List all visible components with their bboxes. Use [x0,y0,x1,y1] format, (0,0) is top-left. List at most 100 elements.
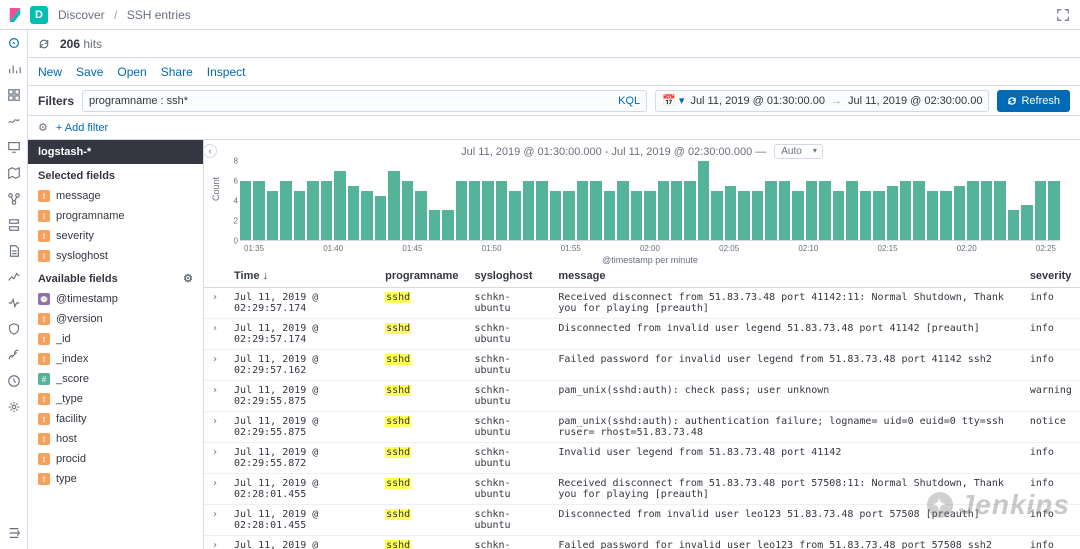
nav-dashboard-icon[interactable] [7,88,21,102]
histogram-bar[interactable] [738,191,749,240]
field-item-@timestamp[interactable]: ⌚@timestamp [28,289,203,309]
menu-new[interactable]: New [38,65,62,79]
histogram-bar[interactable] [253,181,264,240]
nav-infra-icon[interactable] [7,218,21,232]
histogram-bar[interactable] [550,191,561,240]
field-item-programname[interactable]: tprogramname [28,206,203,226]
menu-save[interactable]: Save [76,65,103,79]
nav-discover-icon[interactable] [7,36,21,50]
table-row[interactable]: › Jul 11, 2019 @ 02:29:55.875 sshd schkn… [204,412,1080,443]
field-item-facility[interactable]: tfacility [28,409,203,429]
expand-icon[interactable]: › [204,288,226,319]
nav-canvas-icon[interactable] [7,140,21,154]
th-message[interactable]: message [550,265,1021,288]
histogram-bar[interactable] [240,181,251,240]
field-item-type[interactable]: ttype [28,469,203,489]
menu-share[interactable]: Share [161,65,193,79]
th-programname[interactable]: programname [377,265,466,288]
table-row[interactable]: › Jul 11, 2019 @ 02:28:01.455 sshd schkn… [204,474,1080,505]
menu-inspect[interactable]: Inspect [207,65,246,79]
nav-apm-icon[interactable] [7,270,21,284]
expand-icon[interactable]: › [204,350,226,381]
histogram-bar[interactable] [725,186,736,240]
histogram-bar[interactable] [658,181,669,240]
interval-select[interactable]: Auto [774,144,823,159]
expand-icon[interactable]: › [204,536,226,549]
histogram-bar[interactable] [536,181,547,240]
histogram-bar[interactable] [361,191,372,240]
histogram-bar[interactable] [887,186,898,240]
histogram-bar[interactable] [698,161,709,240]
expand-icon[interactable]: › [204,443,226,474]
nav-management-icon[interactable] [7,400,21,414]
histogram-bar[interactable] [496,181,507,240]
histogram-bar[interactable] [267,191,278,240]
histogram-bar[interactable] [806,181,817,240]
histogram-bar[interactable] [429,210,440,240]
nav-visualize-icon[interactable] [7,62,21,76]
nav-uptime-icon[interactable] [7,296,21,310]
histogram-bar[interactable] [940,191,951,240]
table-row[interactable]: › Jul 11, 2019 @ 02:28:01.437 sshd schkn… [204,536,1080,549]
fullscreen-icon[interactable] [1054,6,1072,24]
query-input[interactable]: programname : ssh* KQL [82,90,647,112]
table-row[interactable]: › Jul 11, 2019 @ 02:29:57.174 sshd schkn… [204,319,1080,350]
histogram-bar[interactable] [321,181,332,240]
histogram-bar[interactable] [523,181,534,240]
table-row[interactable]: › Jul 11, 2019 @ 02:29:57.174 sshd schkn… [204,288,1080,319]
histogram-bar[interactable] [415,191,426,240]
histogram-bar[interactable] [402,181,413,240]
histogram-bar[interactable] [469,181,480,240]
histogram-bar[interactable] [913,181,924,240]
field-item-host[interactable]: thost [28,429,203,449]
nav-timelion-icon[interactable] [7,114,21,128]
histogram-bar[interactable] [388,171,399,240]
th-time[interactable]: Time ↓ [226,265,377,288]
histogram-bar[interactable] [765,181,776,240]
index-pattern-select[interactable]: logstash-* [28,140,203,164]
space-badge[interactable]: D [30,6,48,24]
histogram-bar[interactable] [779,181,790,240]
histogram-bar[interactable] [927,191,938,240]
histogram-bar[interactable] [307,181,318,240]
table-row[interactable]: › Jul 11, 2019 @ 02:29:55.872 sshd schkn… [204,443,1080,474]
gear-icon[interactable]: ⚙ [38,121,48,134]
histogram-bar[interactable] [334,171,345,240]
histogram-bar[interactable] [280,181,291,240]
field-item-_score[interactable]: #_score [28,369,203,389]
histogram-bar[interactable] [752,191,763,240]
table-row[interactable]: › Jul 11, 2019 @ 02:29:57.162 sshd schkn… [204,350,1080,381]
add-filter-link[interactable]: + Add filter [56,122,108,134]
expand-icon[interactable]: › [204,412,226,443]
histogram-bar[interactable] [684,181,695,240]
histogram-bar[interactable] [819,181,830,240]
table-row[interactable]: › Jul 11, 2019 @ 02:29:55.875 sshd schkn… [204,381,1080,412]
refresh-button[interactable]: Refresh [997,90,1070,112]
breadcrumb-app[interactable]: Discover [58,8,105,22]
histogram-bar[interactable] [981,181,992,240]
time-picker[interactable]: 📅 ▾ Jul 11, 2019 @ 01:30:00.00 → Jul 11,… [655,90,989,112]
histogram-bar[interactable] [1048,181,1059,240]
expand-icon[interactable]: › [204,319,226,350]
expand-icon[interactable]: › [204,474,226,505]
histogram-bar[interactable] [1021,205,1032,240]
histogram-bar[interactable] [563,191,574,240]
table-row[interactable]: › Jul 11, 2019 @ 02:28:01.455 sshd schkn… [204,505,1080,536]
fields-gear-icon[interactable]: ⚙ [183,272,193,285]
histogram-bar[interactable] [1035,181,1046,240]
histogram-bar[interactable] [294,191,305,240]
histogram-bar[interactable] [671,181,682,240]
nav-logs-icon[interactable] [7,244,21,258]
nav-devtools-icon[interactable] [7,348,21,362]
histogram-bar[interactable] [900,181,911,240]
field-item-message[interactable]: tmessage [28,186,203,206]
histogram-bar[interactable] [1008,210,1019,240]
nav-ml-icon[interactable] [7,192,21,206]
field-item-_index[interactable]: t_index [28,349,203,369]
histogram-bar[interactable] [631,191,642,240]
refresh-icon[interactable] [38,38,50,50]
histogram-bar[interactable] [456,181,467,240]
histogram-bar[interactable] [792,191,803,240]
field-item-_id[interactable]: t_id [28,329,203,349]
histogram-bar[interactable] [577,181,588,240]
